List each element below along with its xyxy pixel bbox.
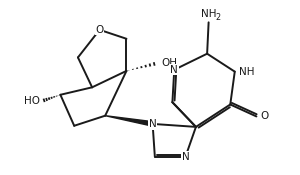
Text: N: N <box>182 152 189 162</box>
Text: O: O <box>95 25 104 35</box>
Text: O: O <box>260 111 269 121</box>
Text: 2: 2 <box>215 13 220 22</box>
Text: NH: NH <box>201 9 216 19</box>
Text: N: N <box>149 119 157 129</box>
Text: N: N <box>170 65 178 75</box>
Polygon shape <box>105 116 153 126</box>
Text: OH: OH <box>161 58 177 68</box>
Text: NH: NH <box>239 67 255 77</box>
Text: HO: HO <box>24 96 40 106</box>
